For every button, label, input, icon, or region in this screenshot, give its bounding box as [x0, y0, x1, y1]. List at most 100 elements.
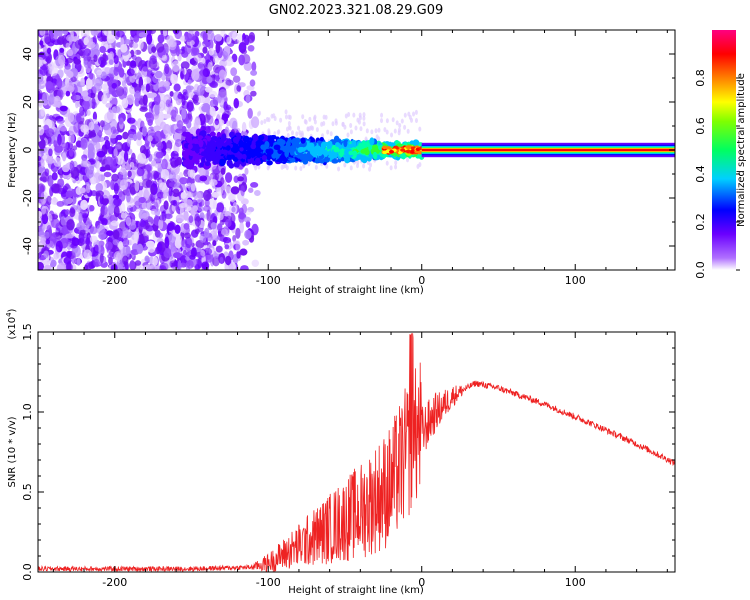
heatmap-cell: [250, 69, 258, 76]
heatmap-cell: [405, 145, 411, 149]
heatmap-cell: [100, 204, 108, 216]
heatmap-cell: [216, 202, 225, 213]
heatmap-cell: [106, 109, 114, 122]
heatmap-cell: [111, 82, 117, 89]
heatmap-cell: [145, 201, 152, 210]
spectrogram-ytick-label: 20: [21, 95, 34, 109]
heatmap-cell: [380, 112, 384, 118]
heatmap-cell: [174, 224, 181, 235]
heatmap-cell: [267, 131, 271, 137]
heatmap-cell: [182, 88, 188, 95]
heatmap-cell: [362, 163, 366, 169]
heatmap-cell: [389, 165, 393, 171]
heatmap-cell: [86, 109, 91, 116]
heatmap-cell: [290, 157, 296, 163]
heatmap-cell: [66, 34, 75, 42]
heatmap-cell: [80, 124, 89, 133]
heatmap-cell: [62, 164, 70, 173]
heatmap-cell: [186, 260, 194, 269]
heatmap-cell: [120, 212, 127, 219]
heatmap-cell: [59, 126, 67, 132]
heatmap-cell: [122, 86, 128, 96]
heatmap-cell: [377, 136, 381, 142]
heatmap-cell: [164, 105, 169, 112]
heatmap-cell: [68, 133, 75, 144]
snr-ytick-label: 0.5: [21, 483, 34, 501]
heatmap-cell: [88, 121, 95, 131]
heatmap-cell: [81, 100, 90, 111]
heatmap-cell: [239, 147, 244, 152]
heatmap-cell: [239, 221, 245, 234]
heatmap-cell: [191, 47, 200, 56]
heatmap-cell: [73, 58, 81, 65]
heatmap-cell: [145, 163, 153, 173]
heatmap-cell: [240, 49, 248, 55]
heatmap-cell: [167, 222, 174, 232]
heatmap-cell: [241, 204, 248, 214]
heatmap-cell: [209, 154, 216, 162]
heatmap-cell: [52, 183, 62, 194]
heatmap-cell: [41, 92, 50, 104]
heatmap-cell: [126, 68, 135, 77]
heatmap-cell: [90, 30, 98, 36]
spectrogram-xtick-label: 100: [565, 274, 586, 287]
heatmap-cell: [39, 64, 48, 77]
heatmap-cell: [218, 158, 226, 167]
heatmap-cell: [108, 163, 117, 170]
snr-ylabel: SNR (10 * v/v): [7, 416, 18, 487]
heatmap-cell: [168, 171, 176, 182]
heatmap-cell: [67, 142, 74, 150]
heatmap-cell: [70, 76, 77, 83]
heatmap-cell: [162, 113, 172, 119]
heatmap-cell: [66, 70, 74, 79]
heatmap-cell: [225, 218, 232, 228]
heatmap-cell: [159, 182, 167, 191]
heatmap-cell: [160, 168, 170, 180]
heatmap-cell: [68, 148, 74, 157]
heatmap-cell: [40, 149, 45, 156]
heatmap-cell: [247, 34, 255, 44]
heatmap-cell: [215, 75, 220, 82]
heatmap-cell: [98, 232, 107, 240]
heatmap-cell: [184, 43, 192, 55]
heatmap-cell: [110, 179, 115, 191]
snr-ytick-label: 0.0: [21, 563, 34, 581]
heatmap-cell: [112, 229, 120, 240]
heatmap-cell: [356, 117, 360, 123]
heatmap-cell: [250, 116, 260, 129]
heatmap-cell: [118, 241, 124, 250]
heatmap-cell: [136, 243, 144, 254]
heatmap-cell: [125, 246, 130, 258]
heatmap-cell: [214, 33, 223, 42]
heatmap-cell: [108, 205, 115, 215]
spectrogram-xtick-label: 0: [418, 274, 425, 287]
heatmap-cell: [103, 30, 112, 36]
heatmap-cell: [193, 53, 202, 63]
heatmap-cell: [104, 164, 111, 171]
heatmap-cell: [245, 154, 252, 159]
heatmap-cell: [314, 157, 320, 164]
heatmap-cell: [150, 208, 158, 215]
heatmap-cell: [297, 146, 304, 153]
snr-scale-label: (x104): [5, 308, 18, 339]
heatmap-cell: [125, 217, 132, 226]
heatmap-cell: [113, 198, 122, 207]
heatmap-cell: [134, 200, 141, 210]
heatmap-cell: [64, 58, 69, 67]
heatmap-cell: [236, 33, 243, 45]
heatmap-cell: [348, 150, 354, 156]
snr-scale-base: (x10: [7, 317, 18, 340]
heatmap-cell: [194, 174, 202, 183]
heatmap-cell: [79, 187, 86, 194]
heatmap-cell: [129, 259, 135, 270]
heatmap-cell: [49, 65, 59, 77]
heatmap-cell: [134, 56, 143, 68]
heatmap-cell: [154, 130, 163, 142]
heatmap-cell: [163, 123, 171, 136]
heatmap-cell: [360, 143, 367, 149]
heatmap-cell: [48, 94, 56, 105]
heatmap-cell: [53, 95, 61, 108]
heatmap-cell: [65, 209, 70, 216]
heatmap-cell: [99, 46, 107, 53]
heatmap-cell: [65, 190, 74, 198]
